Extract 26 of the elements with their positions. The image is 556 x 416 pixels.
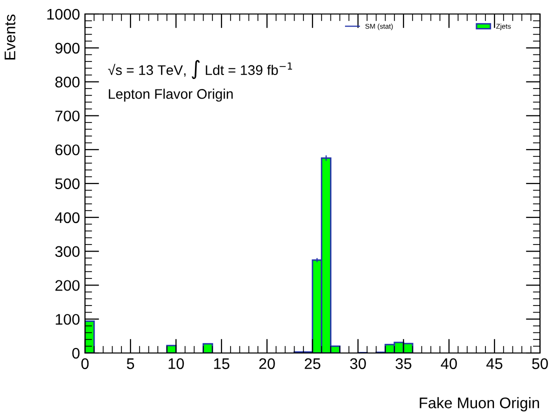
annotation: Lepton Flavor Origin [108, 88, 233, 102]
x-tick-label: 15 [214, 358, 230, 370]
x-tick-label: 25 [304, 358, 320, 370]
y-tick-label: 1000 [47, 8, 80, 20]
x-tick-label: 45 [486, 358, 502, 370]
y-tick-label: 0 [72, 348, 80, 359]
x-tick-label: 30 [350, 358, 366, 370]
x-tick-label: 50 [532, 358, 548, 370]
y-tick-label: 100 [56, 314, 80, 325]
y-tick-label: 700 [55, 110, 80, 122]
x-axis-title: Fake Muon Origin [420, 397, 540, 412]
x-tick-label: 5 [126, 358, 134, 370]
y-tick-label: 400 [55, 212, 80, 224]
x-tick-label: 20 [259, 358, 275, 370]
x-tick-label: 40 [440, 358, 457, 370]
y-axis-title: Events [4, 14, 16, 60]
x-tick-label: 10 [168, 358, 184, 370]
annotation: √s = 13 TeV, ∫ Ldt = 139 fb$^{−1}$ [108, 60, 292, 80]
x-tick-label: 0 [81, 358, 89, 370]
y-tick-label: 900 [55, 42, 80, 54]
y-tick-label: 300 [55, 246, 80, 257]
y-tick-label: 200 [55, 280, 80, 291]
y-tick-label: 800 [55, 76, 80, 88]
y-tick-label: 600 [55, 144, 80, 156]
x-tick-label: 35 [396, 358, 412, 370]
y-tick-label: 500 [55, 178, 80, 190]
